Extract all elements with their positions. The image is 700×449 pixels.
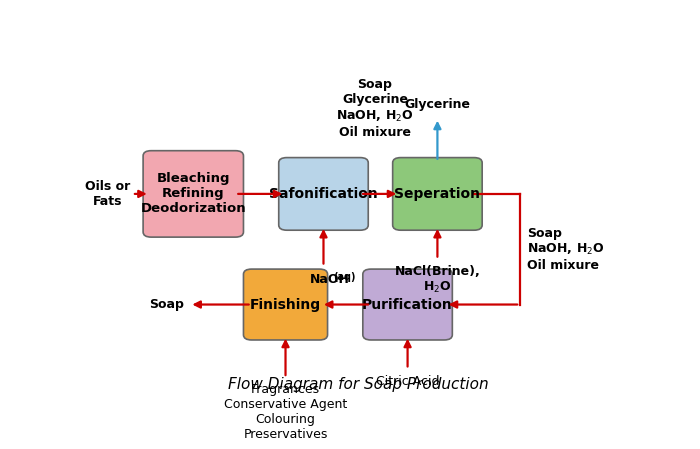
FancyBboxPatch shape <box>279 158 368 230</box>
Text: NaOH: NaOH <box>310 273 350 286</box>
Text: Glycerine: Glycerine <box>405 98 470 111</box>
Text: Oils or
Fats: Oils or Fats <box>85 180 131 208</box>
Text: Fragrances
Conservative Agent
Colouring
Preservatives: Fragrances Conservative Agent Colouring … <box>224 383 347 441</box>
Text: NaCl(Brine),
H$_2$O: NaCl(Brine), H$_2$O <box>395 265 480 295</box>
FancyBboxPatch shape <box>393 158 482 230</box>
Text: Soap: Soap <box>149 298 184 311</box>
Text: (aq): (aq) <box>332 272 355 282</box>
Text: Soap
Glycerine
NaOH, H$_2$O
Oil mixure: Soap Glycerine NaOH, H$_2$O Oil mixure <box>336 78 414 139</box>
FancyBboxPatch shape <box>363 269 452 340</box>
Text: Citric Acid: Citric Acid <box>376 374 440 387</box>
Text: Purification: Purification <box>362 298 453 312</box>
Text: Safonification: Safonification <box>269 187 378 201</box>
Text: Flow Diagram for Soap Production: Flow Diagram for Soap Production <box>228 377 489 392</box>
FancyBboxPatch shape <box>244 269 328 340</box>
Text: Soap
NaOH, H$_2$O
Oil mixure: Soap NaOH, H$_2$O Oil mixure <box>526 227 604 272</box>
Text: Seperation: Seperation <box>394 187 480 201</box>
Text: Bleaching
Refining
Deodorization: Bleaching Refining Deodorization <box>141 172 246 216</box>
FancyBboxPatch shape <box>143 151 244 237</box>
Text: Finishing: Finishing <box>250 298 321 312</box>
